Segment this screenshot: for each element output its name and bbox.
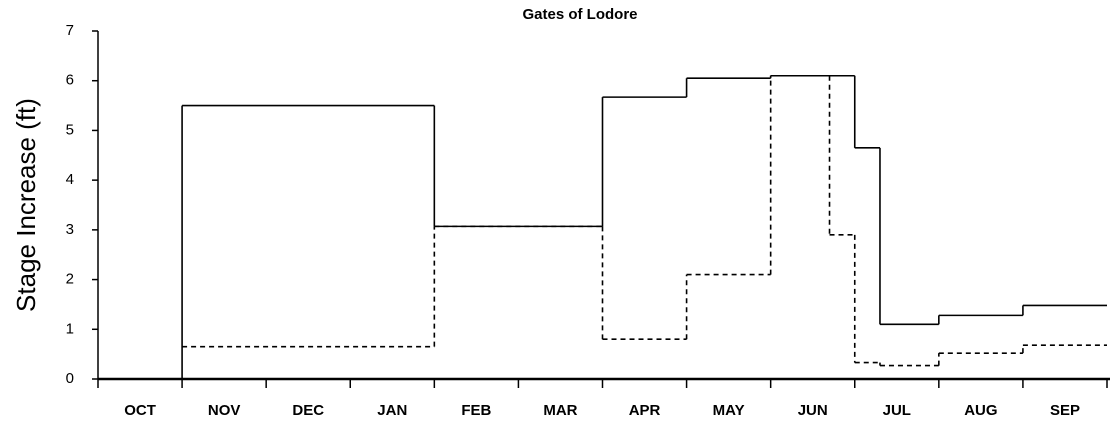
- x-tick-label: DEC: [292, 402, 324, 419]
- x-tick-label: MAR: [543, 402, 577, 419]
- x-tick-label: AUG: [964, 402, 997, 419]
- x-tick-label: NOV: [208, 402, 241, 419]
- y-tick-label: 3: [66, 221, 74, 238]
- chart-title: Gates of Lodore: [522, 6, 637, 23]
- y-axis-label: Stage Increase (ft): [11, 98, 41, 312]
- x-tick-label: JAN: [377, 402, 407, 419]
- x-tick-label: APR: [629, 402, 661, 419]
- x-tick-label: OCT: [124, 402, 156, 419]
- x-tick-label: JUL: [883, 402, 911, 419]
- x-tick-label: MAY: [713, 402, 745, 419]
- y-tick-label: 6: [66, 72, 74, 89]
- x-tick-label: JUN: [798, 402, 828, 419]
- y-tick-label: 7: [66, 22, 74, 39]
- x-tick-label: SEP: [1050, 402, 1080, 419]
- y-tick-label: 1: [66, 320, 74, 337]
- x-tick-label: FEB: [461, 402, 491, 419]
- y-tick-label: 2: [66, 271, 74, 288]
- y-tick-label: 5: [66, 121, 74, 138]
- y-tick-label: 0: [66, 370, 74, 387]
- y-tick-label: 4: [66, 171, 74, 188]
